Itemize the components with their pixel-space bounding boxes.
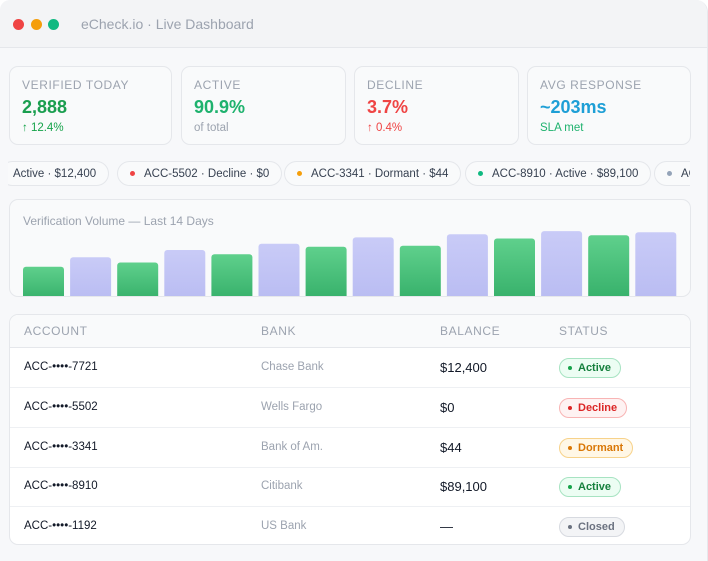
window-title: eCheck.io · Live Dashboard — [81, 16, 254, 32]
chart-bar[interactable] — [446, 234, 488, 297]
minimize-window-button[interactable] — [31, 19, 42, 30]
status-badge-label: Active — [578, 362, 612, 374]
column-header-status[interactable]: STATUS — [559, 324, 609, 338]
column-header-account[interactable]: ACCOUNT — [24, 324, 88, 338]
balance-cell: $0 — [440, 400, 455, 415]
table-row[interactable]: ACC-••••-7721 Chase Bank $12,400 Active — [10, 348, 690, 388]
ticker-chip-text: AC — [681, 167, 690, 180]
stat-value: 2,888 — [22, 97, 68, 117]
status-dot-icon — [568, 406, 572, 410]
stat-card-decline: DECLINE 3.7% ↑ 0.4% — [354, 66, 519, 145]
chart-bar[interactable] — [494, 238, 535, 298]
chart-bar[interactable] — [211, 254, 253, 297]
chart-bar[interactable] — [588, 235, 630, 297]
status-dot-icon — [568, 525, 572, 529]
bank-cell: US Bank — [261, 520, 307, 532]
close-window-button[interactable] — [13, 19, 24, 30]
chart-bar[interactable] — [541, 231, 583, 297]
activity-ticker: Active · $12,400 ACC-5502 · Decline · $0… — [8, 159, 690, 189]
status-badge: Decline — [559, 398, 628, 418]
chart-bar[interactable] — [258, 243, 300, 297]
status-dot-icon — [568, 485, 572, 489]
chart-title: Verification Volume — Last 14 Days — [23, 214, 214, 228]
stat-subtext: ↑ 12.4% — [22, 122, 64, 134]
stat-card-verified-today: VERIFIED TODAY 2,888 ↑ 12.4% — [9, 66, 172, 145]
accounts-table: ACCOUNT BANK BALANCE STATUS ACC-••••-772… — [9, 314, 691, 545]
stat-subtext: ↑ 0.4% — [367, 122, 403, 134]
table-row[interactable]: ACC-••••-3341 Bank of Am. $44 Dormant — [10, 428, 690, 468]
account-cell: ACC-••••-3341 — [24, 441, 98, 453]
balance-cell: $12,400 — [440, 360, 487, 375]
chart-bar[interactable] — [117, 262, 159, 298]
stat-subtext: of total — [194, 122, 229, 134]
status-badge: Dormant — [559, 438, 634, 458]
status-badge: Active — [559, 477, 622, 497]
column-header-bank[interactable]: BANK — [261, 324, 297, 338]
balance-cell: — — [440, 519, 453, 534]
stat-card-active: ACTIVE 90.9% of total — [181, 66, 346, 145]
account-cell: ACC-••••-7721 — [24, 361, 98, 373]
status-badge-label: Dormant — [578, 442, 624, 454]
stat-label: DECLINE — [367, 78, 424, 92]
ticker-chip-text: ACC-8910 · Active · $89,100 — [492, 167, 639, 180]
title-bar: eCheck.io · Live Dashboard — [0, 0, 707, 48]
bank-cell: Citibank — [261, 480, 303, 492]
chart-bar[interactable] — [635, 232, 677, 297]
ticker-chip-text: Active · $12,400 — [13, 167, 97, 180]
stat-value: ~203ms — [540, 97, 607, 117]
stat-value: 3.7% — [367, 97, 409, 117]
stat-card-avg-response: AVG RESPONSE ~203ms SLA met — [527, 66, 691, 145]
stat-subtext: SLA met — [540, 122, 584, 134]
status-badge-label: Decline — [578, 402, 618, 414]
verification-volume-chart: Verification Volume — Last 14 Days — [9, 199, 691, 297]
table-row[interactable]: ACC-••••-1192 US Bank — Closed — [10, 507, 690, 544]
maximize-window-button[interactable] — [48, 19, 59, 30]
chart-bar[interactable] — [352, 237, 394, 297]
ticker-chip[interactable]: Active · $12,400 — [8, 161, 110, 186]
status-badge-label: Closed — [578, 521, 615, 533]
balance-cell: $89,100 — [440, 479, 487, 494]
table-row[interactable]: ACC-••••-5502 Wells Fargo $0 Decline — [10, 388, 690, 428]
ticker-chip-text: ACC-3341 · Dormant · $44 — [311, 167, 449, 180]
chart-bar[interactable] — [23, 266, 64, 297]
stat-label: VERIFIED TODAY — [22, 78, 130, 92]
status-badge-label: Active — [578, 481, 612, 493]
account-cell: ACC-••••-5502 — [24, 401, 98, 413]
stat-value: 90.9% — [194, 97, 246, 117]
bank-cell: Chase Bank — [261, 361, 324, 373]
status-dot-icon — [130, 171, 135, 176]
ticker-chip[interactable]: ACC-5502 · Decline · $0 — [117, 161, 283, 186]
bank-cell: Wells Fargo — [261, 401, 323, 413]
stat-label: ACTIVE — [194, 78, 241, 92]
account-cell: ACC-••••-8910 — [24, 480, 98, 492]
bank-cell: Bank of Am. — [261, 441, 324, 453]
ticker-chip[interactable]: ACC-8910 · Active · $89,100 — [465, 161, 652, 186]
chart-bar[interactable] — [164, 250, 206, 297]
stat-label: AVG RESPONSE — [540, 78, 642, 92]
ticker-chip[interactable]: AC — [654, 161, 690, 186]
account-cell: ACC-••••-1192 — [24, 520, 97, 532]
status-dot-icon — [297, 171, 302, 176]
chart-bar[interactable] — [70, 257, 112, 297]
balance-cell: $44 — [440, 440, 462, 455]
ticker-chip[interactable]: ACC-3341 · Dormant · $44 — [284, 161, 462, 186]
status-dot-icon — [478, 171, 483, 176]
status-dot-icon — [667, 171, 672, 176]
chart-bar[interactable] — [399, 245, 441, 297]
table-header: ACCOUNT BANK BALANCE STATUS — [10, 315, 690, 348]
table-row[interactable]: ACC-••••-8910 Citibank $89,100 Active — [10, 467, 690, 507]
status-dot-icon — [568, 446, 572, 450]
chart-plot-area — [23, 231, 677, 298]
column-header-balance[interactable]: BALANCE — [440, 324, 501, 338]
ticker-chip-text: ACC-5502 · Decline · $0 — [144, 167, 270, 180]
chart-bar[interactable] — [305, 246, 347, 297]
status-badge: Closed — [559, 517, 625, 537]
status-badge: Active — [559, 358, 622, 378]
status-dot-icon — [568, 366, 572, 370]
